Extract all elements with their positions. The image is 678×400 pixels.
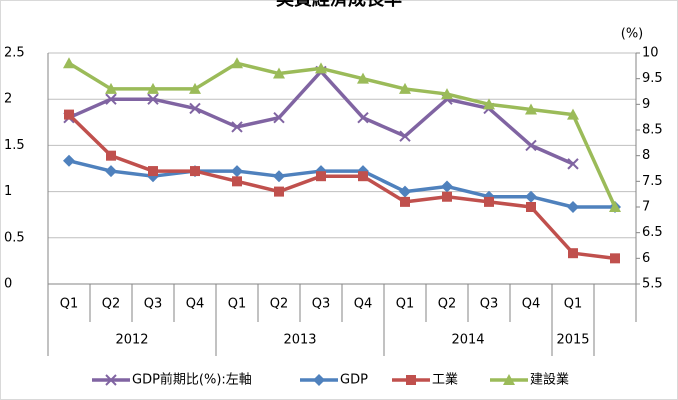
- x-group-label: 2015: [556, 333, 589, 348]
- marker: [525, 190, 537, 203]
- x-tick-label: Q2: [438, 297, 457, 312]
- y2-tick-label: 6: [642, 251, 650, 266]
- marker: [567, 158, 579, 170]
- y2-tick-label: 9: [642, 97, 650, 112]
- marker: [567, 108, 579, 120]
- marker: [441, 88, 453, 100]
- marker: [64, 109, 74, 120]
- y-tick-label: 0: [4, 277, 12, 292]
- y2-tick-label: 6.5: [642, 225, 663, 240]
- marker: [105, 93, 117, 105]
- marker: [316, 171, 326, 182]
- y2-tick-label: 7: [642, 200, 650, 215]
- y2-tick-label: 10: [642, 46, 659, 61]
- legend-marker: [503, 374, 515, 385]
- x-group-label: 2012: [115, 333, 148, 348]
- marker: [526, 202, 536, 212]
- y2-tick-label: 5.5: [642, 277, 663, 292]
- marker: [274, 186, 284, 197]
- y-tick-label: 2.5: [4, 46, 25, 61]
- series-line: [68, 61, 617, 208]
- marker: [357, 72, 369, 84]
- marker: [106, 150, 116, 161]
- y-tick-label: 2: [4, 92, 12, 107]
- x-tick-label: Q3: [312, 297, 331, 312]
- marker: [105, 82, 117, 94]
- x-tick-label: Q4: [186, 297, 205, 312]
- y2-tick-label: 8: [642, 148, 650, 163]
- marker: [567, 201, 579, 213]
- marker: [400, 196, 410, 207]
- y-tick-label: 1.5: [4, 138, 25, 153]
- marker: [273, 67, 285, 79]
- y-tick-label: 0.5: [4, 230, 25, 245]
- x-group-label: 2013: [283, 333, 316, 348]
- y2-unit-label: (%): [621, 27, 644, 42]
- x-tick-label: Q4: [522, 297, 541, 312]
- marker: [357, 111, 369, 124]
- x-tick-label: Q1: [228, 297, 247, 312]
- x-tick-label: Q4: [354, 297, 373, 312]
- marker: [105, 165, 117, 178]
- marker: [273, 111, 285, 124]
- y2-tick-label: 9.5: [642, 71, 663, 86]
- marker: [190, 166, 200, 177]
- marker: [399, 185, 411, 198]
- marker: [315, 62, 327, 74]
- legend-marker: [406, 375, 416, 385]
- marker: [609, 201, 621, 212]
- marker: [189, 102, 201, 115]
- marker: [231, 57, 243, 69]
- marker: [147, 82, 159, 94]
- marker: [525, 139, 537, 152]
- marker: [442, 191, 452, 202]
- marker: [484, 196, 494, 207]
- x-tick-label: Q2: [270, 297, 289, 312]
- marker: [610, 253, 620, 264]
- marker: [189, 82, 201, 94]
- legend-label: GDP: [340, 373, 368, 388]
- y-tick-label: 1: [4, 184, 12, 199]
- y2-tick-label: 7.5: [642, 174, 663, 189]
- marker: [399, 130, 411, 142]
- marker: [231, 165, 243, 178]
- series-line: [68, 159, 615, 209]
- x-tick-label: Q1: [60, 297, 79, 312]
- marker: [525, 103, 537, 115]
- legend-marker: [105, 374, 117, 386]
- marker: [441, 180, 453, 193]
- marker: [231, 121, 243, 133]
- marker: [273, 170, 285, 183]
- x-group-label: 2014: [451, 333, 484, 348]
- legend-marker: [313, 374, 325, 386]
- marker: [483, 98, 495, 110]
- chart-title: 実質経済成長率: [276, 0, 402, 10]
- legend-label: 建設業: [530, 372, 569, 388]
- legend-label: GDP前期比(%):左軸: [132, 372, 252, 388]
- marker: [63, 57, 75, 69]
- x-tick-label: Q3: [480, 297, 499, 312]
- marker: [148, 166, 158, 177]
- x-tick-label: Q3: [144, 297, 163, 312]
- x-tick-label: Q2: [102, 297, 121, 312]
- marker: [147, 93, 159, 105]
- marker: [568, 248, 578, 259]
- marker: [63, 154, 75, 167]
- y2-tick-label: 8.5: [642, 123, 663, 138]
- marker: [399, 82, 411, 94]
- x-tick-label: Q1: [396, 297, 415, 312]
- marker: [232, 176, 242, 187]
- series-line: [67, 113, 616, 261]
- x-tick-label: Q1: [564, 297, 583, 312]
- legend-label: 工業: [432, 372, 458, 388]
- marker: [358, 171, 368, 182]
